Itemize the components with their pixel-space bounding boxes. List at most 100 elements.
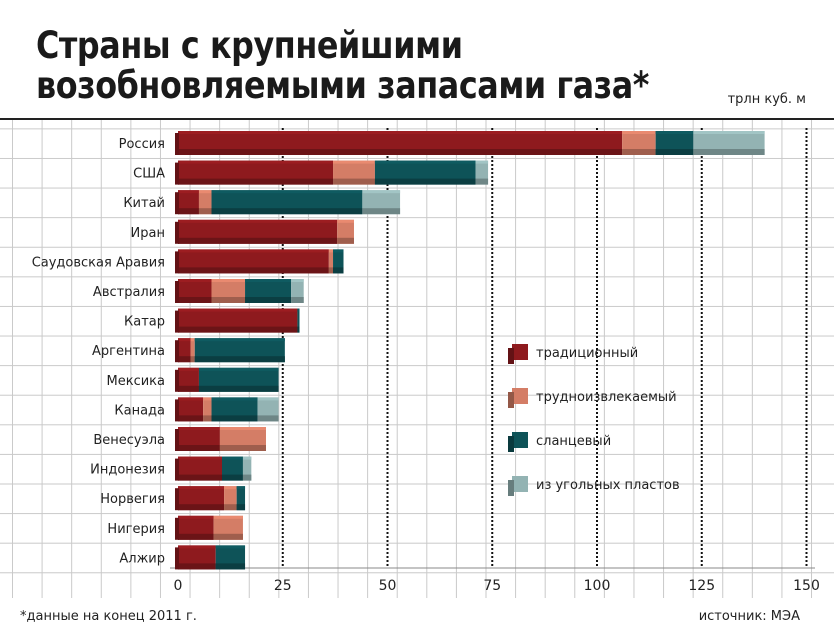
bar-left-edge: [175, 133, 179, 155]
bar-segment-shadow: [198, 385, 279, 392]
x-tick-label: 150: [793, 578, 820, 594]
category-label: Венесуэла: [93, 433, 165, 448]
bar-segment-highlight: [178, 219, 338, 223]
bar-segment-highlight: [211, 397, 258, 401]
bar-left-edge: [175, 369, 179, 392]
bar-segment-Норвегия-сланцевый: [236, 486, 246, 511]
bar-segment-shadow: [291, 297, 304, 303]
bar-left-edge: [175, 429, 179, 451]
bar-segment-shadow: [178, 563, 216, 570]
bar-segment-shadow: [178, 178, 334, 185]
bar-left-edge: [175, 547, 179, 570]
bar-segment-highlight: [622, 131, 656, 134]
legend-swatch-side: [508, 348, 514, 364]
legend-swatch: [512, 476, 528, 492]
bar-segment-shadow: [297, 326, 300, 333]
x-tick-label: 100: [584, 578, 611, 594]
source: источник: МЭА: [698, 609, 800, 624]
bar-segment-Саудовская Аравия-сланцевый: [333, 249, 344, 274]
title-box: Страны с крупнейшими возобновляемыми зап…: [0, 0, 834, 120]
bar-segment-highlight: [215, 545, 246, 549]
bar-segment-shadow: [178, 504, 225, 511]
x-tick-label: 50: [379, 578, 397, 594]
category-label: Канада: [114, 403, 165, 418]
bar-segment-shadow: [224, 504, 237, 511]
category-label: США: [133, 167, 165, 182]
bar-segment-shadow: [219, 445, 266, 451]
category-label: Индонезия: [90, 463, 165, 478]
bar-segment-shadow: [374, 178, 476, 185]
chart-title: Страны с крупнейшими возобновляемыми зап…: [36, 24, 649, 107]
legend-label: сланцевый: [536, 434, 611, 449]
bar-left-edge: [175, 251, 179, 274]
bar-segment-highlight: [257, 397, 279, 401]
bar-segment-shadow: [245, 297, 292, 303]
bar-segment-highlight: [224, 486, 237, 490]
bar-segment-shadow: [178, 445, 220, 451]
bar-left-edge: [175, 281, 179, 303]
bar-segment-Аргентина-трудноизвлекаемый: [190, 338, 195, 363]
bar-left-edge: [175, 517, 179, 540]
bar-segment-shadow: [221, 474, 243, 481]
bar-left-edge: [175, 488, 179, 511]
bar-segment-highlight: [178, 279, 212, 282]
bar-segment-highlight: [211, 190, 363, 194]
x-tick-label: 25: [274, 578, 292, 594]
bar-segment-highlight: [655, 131, 694, 134]
bar-segment-shadow: [693, 149, 765, 155]
bar-segment-shadow: [178, 415, 204, 422]
bar-segment-shadow: [622, 149, 656, 155]
legend-swatch: [512, 344, 528, 360]
bar-segment-highlight: [178, 308, 298, 312]
bar-segment-highlight: [328, 249, 334, 253]
bar-segment-Индонезия-из угольных пластов: [242, 456, 252, 481]
bar-segment-highlight: [213, 515, 243, 519]
category-label: Китай: [123, 196, 165, 211]
bar-segment-highlight: [178, 486, 225, 490]
bar-segment-shadow: [178, 267, 329, 274]
x-tick-label: 125: [688, 578, 715, 594]
bar-segment-shadow: [257, 415, 279, 422]
bar-segment-shadow: [236, 504, 246, 511]
bar-segment-highlight: [693, 131, 765, 134]
bar-segment-highlight: [178, 160, 334, 164]
category-label: Аргентина: [92, 344, 165, 359]
bar-segment-highlight: [178, 515, 214, 519]
bar-segment-shadow: [211, 415, 258, 422]
category-label: Норвегия: [100, 492, 165, 507]
bar-segment-highlight: [178, 545, 216, 549]
bar-segment-highlight: [333, 160, 375, 164]
bar-segment-highlight: [190, 338, 195, 342]
category-label: Иран: [131, 226, 165, 241]
bar-segment-shadow: [242, 474, 252, 481]
category-label: Алжир: [119, 551, 165, 566]
legend-swatch-side: [508, 392, 514, 408]
bar-segment-highlight: [333, 249, 344, 253]
bar-segment-shadow: [215, 563, 246, 570]
bar-segment-highlight: [178, 131, 623, 134]
bar-segment-highlight: [211, 279, 246, 282]
bar-segment-shadow: [194, 356, 285, 363]
bar-segment-Катар-сланцевый: [297, 308, 300, 333]
bar-left-edge: [175, 162, 179, 185]
bar-segment-highlight: [178, 338, 191, 342]
bar-segment-shadow: [211, 297, 246, 303]
bar-segment-highlight: [194, 338, 285, 342]
category-label: Австралия: [93, 285, 165, 300]
bar-segment-highlight: [297, 308, 300, 312]
category-label: Нигерия: [107, 522, 165, 537]
unit-label: трлн куб. м: [727, 92, 806, 107]
bar-segment-shadow: [655, 149, 694, 155]
bar-segment-shadow: [178, 326, 298, 333]
bar-segment-highlight: [245, 279, 292, 282]
bar-segment-shadow: [328, 267, 334, 274]
bar-segment-highlight: [178, 427, 220, 430]
bar-segment-highlight: [178, 367, 199, 371]
bar-segment-highlight: [178, 190, 199, 194]
bar-segment-highlight: [242, 456, 252, 460]
bar-segment-highlight: [475, 160, 489, 164]
bar-segment-shadow: [362, 208, 401, 215]
bar-segment-shadow: [178, 533, 214, 540]
legend-swatch-side: [508, 436, 514, 452]
legend-label: из угольных пластов: [536, 478, 680, 493]
